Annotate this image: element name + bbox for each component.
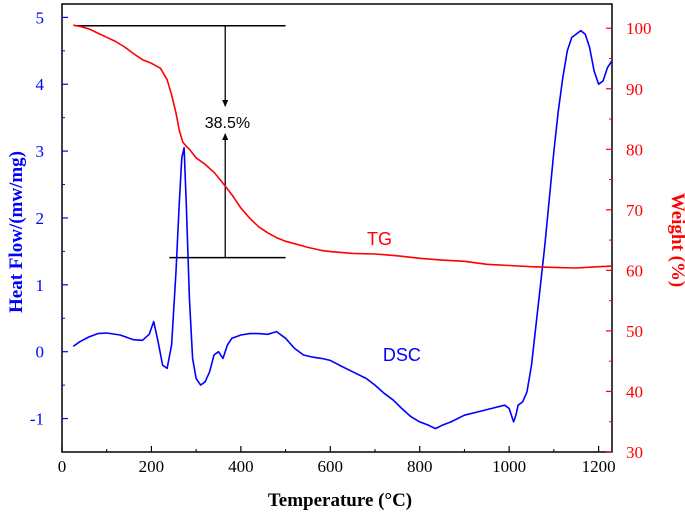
series-line-dsc (72, 29, 613, 430)
x-axis-title: Temperature (°C) (268, 490, 412, 511)
series-line-tg (73, 24, 613, 269)
right-y-tick-label: 60 (626, 261, 643, 280)
x-axis: 0 200 400 600 800 1000 1200 (58, 446, 616, 476)
x-tick-label: 400 (228, 457, 254, 476)
plot-border (61, 3, 613, 453)
right-y-tick-label: 80 (626, 140, 643, 159)
series-layer (72, 24, 613, 430)
x-tick-label: 800 (407, 457, 433, 476)
right-y-tick-label: 50 (626, 322, 643, 341)
right-y-axis: 30 40 50 60 70 80 90 100 (606, 19, 652, 462)
x-tick-label: 0 (58, 457, 67, 476)
plot-frame (61, 3, 613, 453)
annotations: 38.5% TG DSC (205, 115, 421, 365)
arrow-up-icon (222, 133, 229, 141)
right-y-tick-label: 40 (626, 382, 643, 401)
x-tick-label: 200 (139, 457, 165, 476)
left-y-tick-label: 5 (36, 8, 45, 27)
right-y-tick-label: 70 (626, 201, 643, 220)
left-y-tick-label: 3 (36, 142, 45, 161)
right-y-axis-title: Weight (%) (667, 193, 685, 287)
right-y-tick-label: 90 (626, 80, 643, 99)
left-y-tick-label: -1 (30, 410, 44, 429)
annotation-385: 38.5% (205, 115, 250, 132)
left-y-tick-label: 2 (36, 209, 45, 228)
right-y-tick-label: 100 (626, 19, 652, 38)
left-y-tick-label: 1 (36, 276, 45, 295)
x-tick-label: 600 (318, 457, 344, 476)
annotation-tg: TG (367, 229, 392, 249)
x-tick-label: 1000 (492, 457, 526, 476)
x-tick-label: 1200 (582, 457, 616, 476)
right-y-tick-label: 30 (626, 443, 643, 462)
arrow-down-icon (222, 100, 229, 108)
left-y-tick-label: 0 (36, 343, 45, 362)
left-y-axis: -1 0 1 2 3 4 5 (30, 8, 68, 429)
left-y-axis-title: Heat Flow/(mw/mg) (6, 151, 27, 313)
left-y-tick-label: 4 (36, 75, 45, 94)
annotation-dsc: DSC (383, 345, 421, 365)
